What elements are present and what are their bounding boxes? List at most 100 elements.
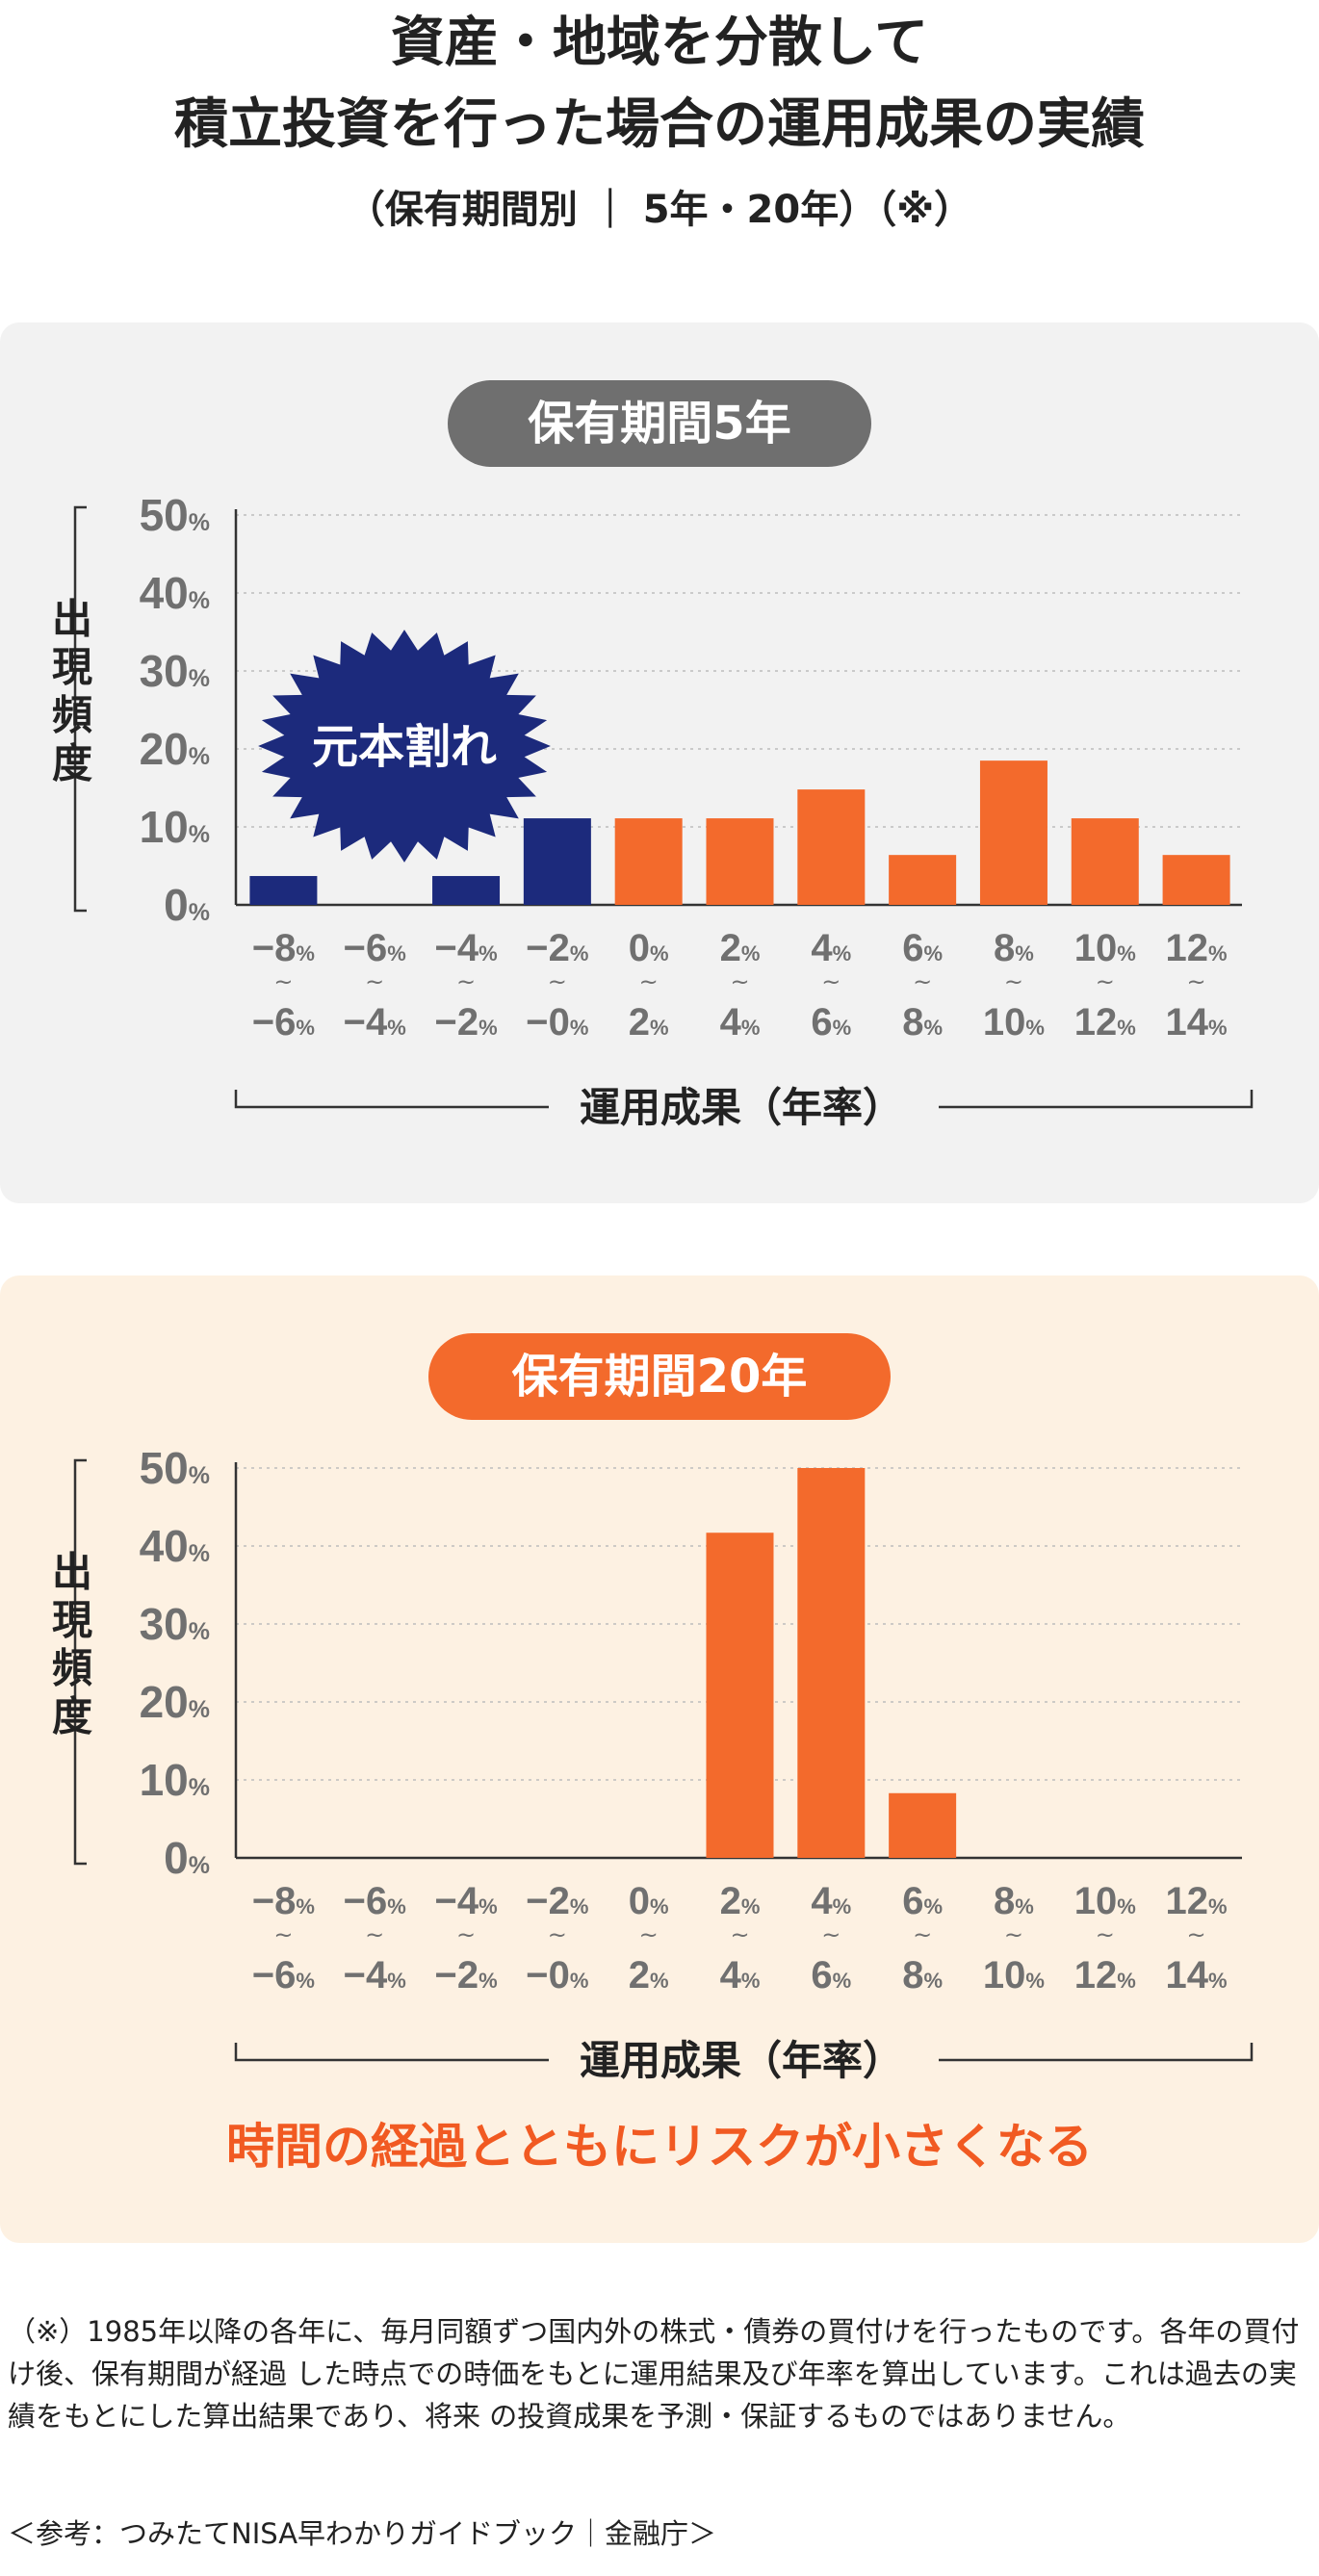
x-tick-label-to: 10% bbox=[983, 1954, 1045, 1996]
x-tick-label-to: 2% bbox=[629, 1954, 669, 1996]
pill-holding-5-years: 保有期間5年 bbox=[448, 380, 871, 467]
y-axis-label: 出現頻度 bbox=[52, 1550, 92, 1739]
x-axis-bracket-right bbox=[939, 2043, 1254, 2062]
x-tick-range-mark: ~ bbox=[1096, 968, 1115, 995]
y-axis-bracket bbox=[73, 505, 87, 913]
x-tick-range-mark: ~ bbox=[273, 968, 293, 995]
source-reference: ＜参考：つみたてNISA早わかりガイドブック｜金融庁＞ bbox=[8, 2517, 717, 2550]
y-tick-label: 40% bbox=[140, 1521, 210, 1571]
x-tick-range-mark: ~ bbox=[456, 968, 476, 995]
x-tick-label-to: −2% bbox=[434, 1001, 497, 1043]
x-tick-range-mark: ~ bbox=[548, 1921, 567, 1948]
bar bbox=[1071, 818, 1139, 905]
x-tick-range-mark: ~ bbox=[730, 1921, 749, 1948]
x-tick-label-from: −8% bbox=[252, 1880, 315, 1922]
panel-20-year bbox=[0, 1275, 1319, 2243]
pill-holding-20-years: 保有期間20年 bbox=[428, 1333, 891, 1420]
x-tick-label-to: −2% bbox=[434, 1954, 497, 1996]
x-axis-bracket-right bbox=[939, 1090, 1254, 1109]
x-tick-label-from: −2% bbox=[526, 927, 588, 969]
x-tick-range-mark: ~ bbox=[456, 1921, 476, 1948]
y-tick-label: 50% bbox=[140, 490, 210, 540]
y-tick-label: 0% bbox=[164, 1833, 210, 1883]
bar bbox=[614, 818, 683, 905]
x-tick-range-mark: ~ bbox=[821, 968, 841, 995]
bar bbox=[706, 1533, 774, 1858]
x-axis-label: 運用成果（年率） bbox=[580, 2038, 903, 2083]
x-tick-label-to: −4% bbox=[344, 1001, 406, 1043]
x-tick-range-mark: ~ bbox=[273, 1921, 293, 1948]
x-tick-label-from: −8% bbox=[252, 927, 315, 969]
x-axis-bracket-left bbox=[234, 1090, 549, 1109]
y-tick-label: 30% bbox=[140, 646, 210, 696]
principal-loss-starburst bbox=[258, 630, 551, 863]
x-tick-label-to: 12% bbox=[1074, 1001, 1136, 1043]
x-tick-label-to: 6% bbox=[811, 1001, 851, 1043]
x-tick-label-to: 8% bbox=[902, 1954, 943, 1996]
y-tick-label: 20% bbox=[140, 724, 210, 774]
x-tick-label-to: 14% bbox=[1166, 1954, 1228, 1996]
chart-5-year: 出現頻度0%10%20%30%40%50%−8%~−6%−6%~−4%−4%~−… bbox=[52, 490, 1254, 1130]
x-axis-bracket-left bbox=[234, 2043, 549, 2062]
x-tick-label-from: 8% bbox=[994, 927, 1034, 969]
x-tick-range-mark: ~ bbox=[548, 968, 567, 995]
x-tick-label-to: 10% bbox=[983, 1001, 1045, 1043]
x-tick-label-to: 14% bbox=[1166, 1001, 1228, 1043]
x-tick-label-from: 2% bbox=[720, 1880, 761, 1922]
bar bbox=[889, 1792, 957, 1858]
x-tick-label-from: −2% bbox=[526, 1880, 588, 1922]
x-tick-label-from: 10% bbox=[1074, 927, 1136, 969]
bar bbox=[1162, 855, 1230, 905]
x-tick-label-from: −6% bbox=[344, 927, 406, 969]
x-tick-label-to: 6% bbox=[811, 1954, 851, 1996]
x-tick-label-from: 6% bbox=[902, 1880, 943, 1922]
x-tick-label-from: −4% bbox=[434, 927, 497, 969]
bar bbox=[797, 789, 866, 905]
x-tick-label-to: 12% bbox=[1074, 1954, 1136, 1996]
y-axis-bracket bbox=[73, 1458, 87, 1866]
x-tick-range-mark: ~ bbox=[1004, 1921, 1023, 1948]
bar bbox=[889, 855, 957, 905]
x-tick-range-mark: ~ bbox=[1096, 1921, 1115, 1948]
page-subtitle: （保有期間別 ｜ 5年・20年）（※） bbox=[346, 188, 973, 232]
y-tick-label: 10% bbox=[140, 802, 210, 852]
x-tick-label-from: 4% bbox=[811, 927, 851, 969]
x-tick-label-from: 2% bbox=[720, 927, 761, 969]
x-tick-range-mark: ~ bbox=[821, 1921, 841, 1948]
x-tick-label-to: −0% bbox=[526, 1954, 588, 1996]
x-tick-range-mark: ~ bbox=[913, 968, 932, 995]
x-tick-range-mark: ~ bbox=[730, 968, 749, 995]
bar bbox=[249, 876, 318, 905]
x-tick-label-to: 4% bbox=[720, 1954, 761, 1996]
bar bbox=[523, 818, 591, 905]
y-tick-label: 20% bbox=[140, 1677, 210, 1727]
panel-5-year bbox=[0, 322, 1319, 1203]
x-tick-range-mark: ~ bbox=[1004, 968, 1023, 995]
x-tick-label-to: 8% bbox=[902, 1001, 943, 1043]
x-tick-label-to: −6% bbox=[252, 1954, 315, 1996]
principal-loss-label: 元本割れ bbox=[312, 722, 497, 773]
x-tick-range-mark: ~ bbox=[1187, 1921, 1206, 1948]
x-axis-label: 運用成果（年率） bbox=[580, 1085, 903, 1130]
x-tick-label-to: −6% bbox=[252, 1001, 315, 1043]
bar bbox=[797, 1468, 866, 1858]
conclusion-text: 時間の経過とともにリスクが小さくなる bbox=[226, 2119, 1093, 2175]
x-tick-label-to: −4% bbox=[344, 1954, 406, 1996]
footnote: （※）1985年以降の各年に、毎月同額ずつ国内外の株式・債券の買付けを行ったもの… bbox=[8, 2315, 1300, 2433]
x-tick-label-to: −0% bbox=[526, 1001, 588, 1043]
x-tick-label-from: 6% bbox=[902, 927, 943, 969]
x-tick-label-from: 4% bbox=[811, 1880, 851, 1922]
bar bbox=[706, 818, 774, 905]
x-tick-label-from: 0% bbox=[629, 1880, 669, 1922]
x-tick-label-from: 10% bbox=[1074, 1880, 1136, 1922]
x-tick-range-mark: ~ bbox=[1187, 968, 1206, 995]
x-tick-range-mark: ~ bbox=[365, 968, 384, 995]
bar bbox=[979, 760, 1047, 905]
y-tick-label: 10% bbox=[140, 1755, 210, 1805]
page-title-line1: 資産・地域を分散して bbox=[390, 12, 929, 74]
chart-20-year: 出現頻度0%10%20%30%40%50%−8%~−6%−6%~−4%−4%~−… bbox=[52, 1443, 1254, 2083]
x-tick-label-from: −4% bbox=[434, 1880, 497, 1922]
x-tick-label-from: 0% bbox=[629, 927, 669, 969]
x-tick-label-from: 8% bbox=[994, 1880, 1034, 1922]
x-tick-range-mark: ~ bbox=[639, 968, 659, 995]
